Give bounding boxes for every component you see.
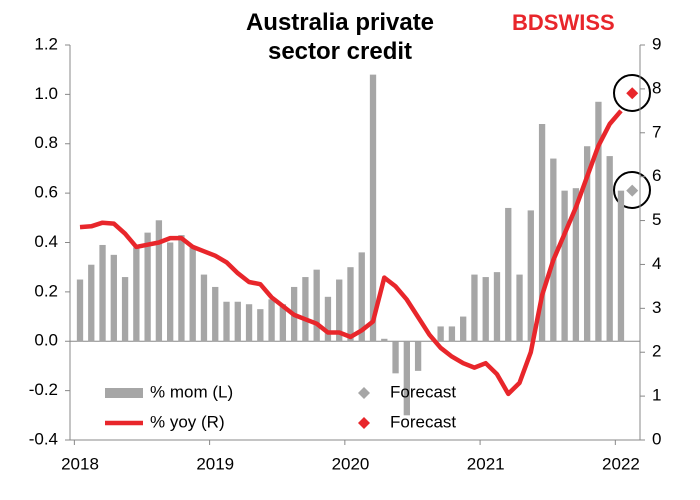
y2-tick-label: 5 xyxy=(652,210,661,229)
legend-label: Forecast xyxy=(390,382,456,401)
y-tick-label: 1.2 xyxy=(34,34,58,53)
y2-tick-label: 2 xyxy=(652,342,661,361)
bar xyxy=(324,296,332,342)
bar xyxy=(178,235,185,342)
legend-label: Forecast xyxy=(390,412,456,431)
forecast-marker xyxy=(626,87,639,100)
bar xyxy=(336,279,343,342)
bar xyxy=(595,101,602,342)
y2-tick-label: 0 xyxy=(652,429,661,448)
bar xyxy=(358,252,365,342)
y-tick-label: 0.4 xyxy=(34,232,58,251)
bar xyxy=(200,274,208,342)
bar xyxy=(617,190,625,342)
line xyxy=(79,109,623,397)
bar xyxy=(583,146,591,342)
bar xyxy=(167,242,174,342)
forecast-highlight xyxy=(613,74,651,112)
y-tick-label: -0.2 xyxy=(29,380,58,399)
bar xyxy=(471,274,478,342)
bar xyxy=(245,304,253,342)
bar xyxy=(403,341,410,416)
bar xyxy=(257,309,264,342)
x-tick-label: 2022 xyxy=(602,454,640,473)
bar xyxy=(505,207,512,342)
bar xyxy=(606,156,613,342)
legend-swatch xyxy=(358,387,370,399)
logo: BDSWISS xyxy=(512,10,615,35)
bar xyxy=(88,264,95,342)
bar xyxy=(448,326,456,342)
y-tick-label: 1.0 xyxy=(34,84,58,103)
bar xyxy=(144,232,151,342)
bar xyxy=(121,277,129,342)
bar xyxy=(110,254,117,342)
bar xyxy=(572,188,580,342)
bar xyxy=(482,277,489,342)
y2-tick-label: 8 xyxy=(652,78,661,97)
bar xyxy=(516,274,523,342)
y2-tick-label: 4 xyxy=(652,254,661,273)
bar xyxy=(133,247,140,342)
legend-label: % mom (L) xyxy=(150,382,233,401)
bar xyxy=(493,272,501,342)
x-tick-label: 2018 xyxy=(61,454,99,473)
x-tick-label: 2021 xyxy=(467,454,505,473)
bar xyxy=(460,316,467,342)
bar xyxy=(392,341,399,374)
bar xyxy=(369,74,377,342)
bar xyxy=(212,286,219,342)
y-tick-label: 0.8 xyxy=(34,133,58,152)
bar xyxy=(223,301,230,342)
bar xyxy=(527,210,534,342)
y2-tick-label: 9 xyxy=(652,34,661,53)
bar xyxy=(155,220,163,342)
bar xyxy=(76,279,84,342)
bar xyxy=(268,299,275,342)
y-tick-label: -0.4 xyxy=(29,429,58,448)
bar xyxy=(99,244,106,342)
bar xyxy=(313,269,320,342)
y2-tick-label: 3 xyxy=(652,298,661,317)
bar xyxy=(302,277,309,342)
y-tick-label: 0.6 xyxy=(34,183,58,202)
forecast-highlight xyxy=(613,171,651,209)
bar xyxy=(538,124,546,342)
bar xyxy=(189,247,196,342)
x-tick-label: 2020 xyxy=(332,454,370,473)
y-tick-label: 0.2 xyxy=(34,281,58,300)
bar xyxy=(414,341,422,371)
bar xyxy=(561,190,568,342)
bar xyxy=(347,267,354,342)
x-tick-label: 2019 xyxy=(196,454,234,473)
legend-label: % yoy (R) xyxy=(150,412,225,431)
y2-tick-label: 7 xyxy=(652,122,661,141)
chart-title: Australia private sector credit xyxy=(245,9,435,65)
y-tick-label: 0.0 xyxy=(34,331,58,350)
y2-tick-label: 1 xyxy=(652,386,661,405)
bar xyxy=(279,304,287,342)
legend-swatch xyxy=(105,388,143,398)
bar xyxy=(234,301,241,342)
bar xyxy=(437,326,444,342)
bar xyxy=(550,158,557,342)
bar xyxy=(381,338,388,342)
legend-swatch xyxy=(358,417,370,429)
y2-tick-label: 6 xyxy=(652,166,661,185)
forecast-marker xyxy=(626,184,639,197)
